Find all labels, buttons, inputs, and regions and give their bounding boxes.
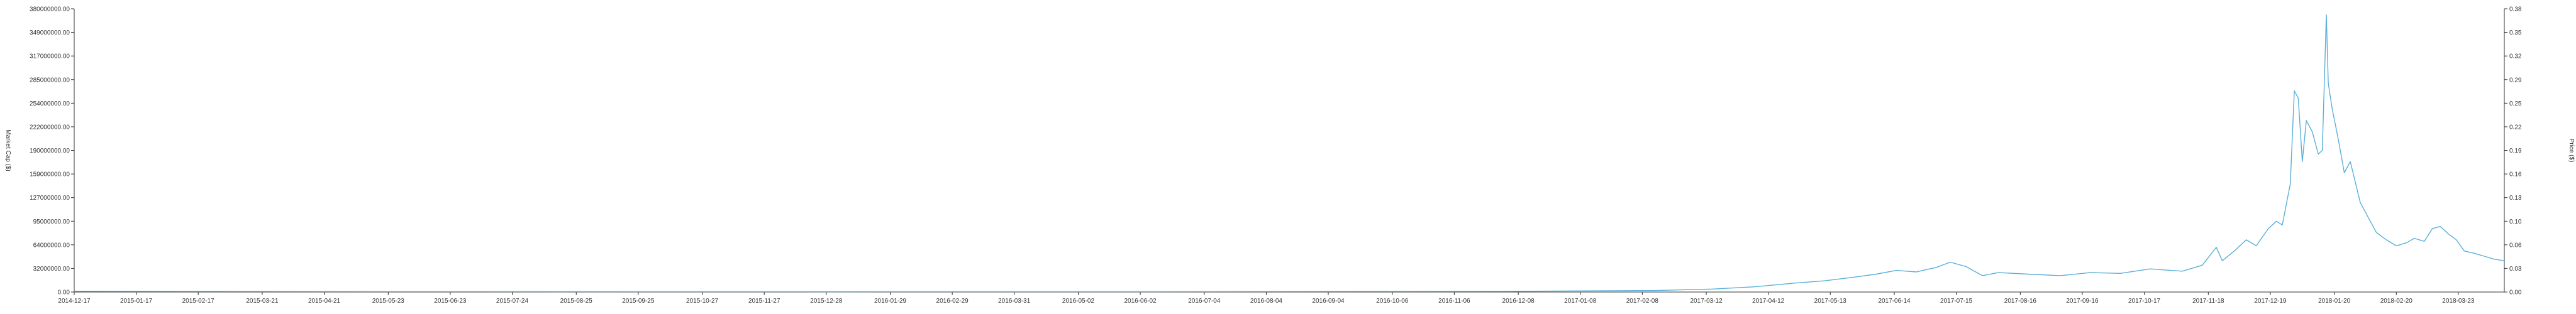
right-y-tick-label: 0.13 xyxy=(2509,195,2522,202)
right-y-tick-label: 0.22 xyxy=(2509,124,2522,131)
left-y-tick-label: 95000000.00 xyxy=(33,219,70,225)
left-y-tick-label: 0.00 xyxy=(58,290,70,296)
x-tick-label: 2016-02-29 xyxy=(936,298,969,305)
x-tick-label: 2018-03-23 xyxy=(2442,298,2475,305)
x-tick-label: 2017-07-15 xyxy=(1940,298,1973,305)
right-y-tick-label: 0.29 xyxy=(2509,77,2522,84)
x-tick-label: 2017-05-13 xyxy=(1814,298,1847,305)
right-y-tick-label: 0.38 xyxy=(2509,6,2522,13)
left-y-tick-label: 317000000.00 xyxy=(30,53,70,60)
x-tick-label: 2017-01-08 xyxy=(1564,298,1597,305)
right-y-tick-label: 0.16 xyxy=(2509,171,2522,178)
x-tick-label: 2018-01-20 xyxy=(2318,298,2351,305)
x-tick-label: 2016-07-04 xyxy=(1188,298,1221,305)
left-y-tick-label: 32000000.00 xyxy=(33,266,70,273)
x-tick-label: 2017-06-14 xyxy=(1878,298,1911,305)
right-y-tick-label: 0.10 xyxy=(2509,219,2522,225)
x-tick-label: 2016-03-31 xyxy=(998,298,1031,305)
x-tick-label: 2017-09-16 xyxy=(2066,298,2099,305)
left-y-tick-label: 159000000.00 xyxy=(30,171,70,178)
right-y-tick-label: 0.32 xyxy=(2509,53,2522,60)
x-tick-label: 2015-12-28 xyxy=(810,298,843,305)
left-y-tick-label: 380000000.00 xyxy=(30,6,70,13)
x-tick-label: 2017-03-12 xyxy=(1690,298,1723,305)
right-y-tick-label: 0.00 xyxy=(2509,290,2522,296)
x-tick-label: 2016-06-02 xyxy=(1124,298,1157,305)
right-y-tick-label: 0.06 xyxy=(2509,242,2522,249)
x-tick-label: 2016-08-04 xyxy=(1250,298,1283,305)
x-tick-label: 2016-05-02 xyxy=(1062,298,1095,305)
x-tick-label: 2015-10-27 xyxy=(686,298,719,305)
market-cap-series-line xyxy=(74,14,2505,293)
left-y-tick-label: 190000000.00 xyxy=(30,148,70,154)
left-y-tick-label: 254000000.00 xyxy=(30,100,70,107)
x-tick-label: 2015-02-17 xyxy=(182,298,215,305)
x-tick-label: 2017-02-08 xyxy=(1626,298,1659,305)
right-y-tick-label: 0.19 xyxy=(2509,148,2522,154)
x-tick-label: 2017-10-17 xyxy=(2128,298,2161,305)
x-tick-label: 2015-08-25 xyxy=(560,298,593,305)
right-y-tick-label: 0.25 xyxy=(2509,100,2522,107)
x-tick-label: 2016-09-04 xyxy=(1312,298,1345,305)
right-y-tick-label: 0.03 xyxy=(2509,266,2522,273)
x-tick-label: 2015-04-21 xyxy=(308,298,341,305)
x-tick-label: 2017-11-18 xyxy=(2192,298,2224,305)
x-tick-label: 2015-06-23 xyxy=(434,298,467,305)
x-tick-label: 2016-10-06 xyxy=(1376,298,1409,305)
x-tick-label: 2014-12-17 xyxy=(58,298,91,305)
x-tick-label: 2016-12-08 xyxy=(1502,298,1535,305)
left-y-tick-label: 285000000.00 xyxy=(30,77,70,84)
x-tick-label: 2016-01-29 xyxy=(874,298,907,305)
right-y-axis-title: Price ($) xyxy=(2568,139,2575,163)
x-tick-label: 2018-02-20 xyxy=(2380,298,2413,305)
left-y-tick-label: 64000000.00 xyxy=(33,242,70,249)
x-tick-label: 2017-04-12 xyxy=(1752,298,1785,305)
left-y-axis-title: Market Cap ($) xyxy=(4,129,11,171)
left-y-tick-label: 127000000.00 xyxy=(30,195,70,202)
x-tick-label: 2015-07-24 xyxy=(496,298,529,305)
x-tick-label: 2015-01-17 xyxy=(120,298,153,305)
x-tick-label: 2017-08-16 xyxy=(2004,298,2037,305)
x-tick-label: 2017-12-19 xyxy=(2254,298,2287,305)
x-tick-label: 2015-11-27 xyxy=(748,298,780,305)
left-y-tick-label: 349000000.00 xyxy=(30,30,70,36)
right-y-tick-label: 0.35 xyxy=(2509,30,2522,36)
x-tick-label: 2016-11-06 xyxy=(1438,298,1470,305)
x-tick-label: 2015-05-23 xyxy=(372,298,405,305)
x-tick-label: 2015-03-21 xyxy=(246,298,279,305)
x-tick-label: 2015-09-25 xyxy=(622,298,655,305)
left-y-tick-label: 222000000.00 xyxy=(30,124,70,131)
